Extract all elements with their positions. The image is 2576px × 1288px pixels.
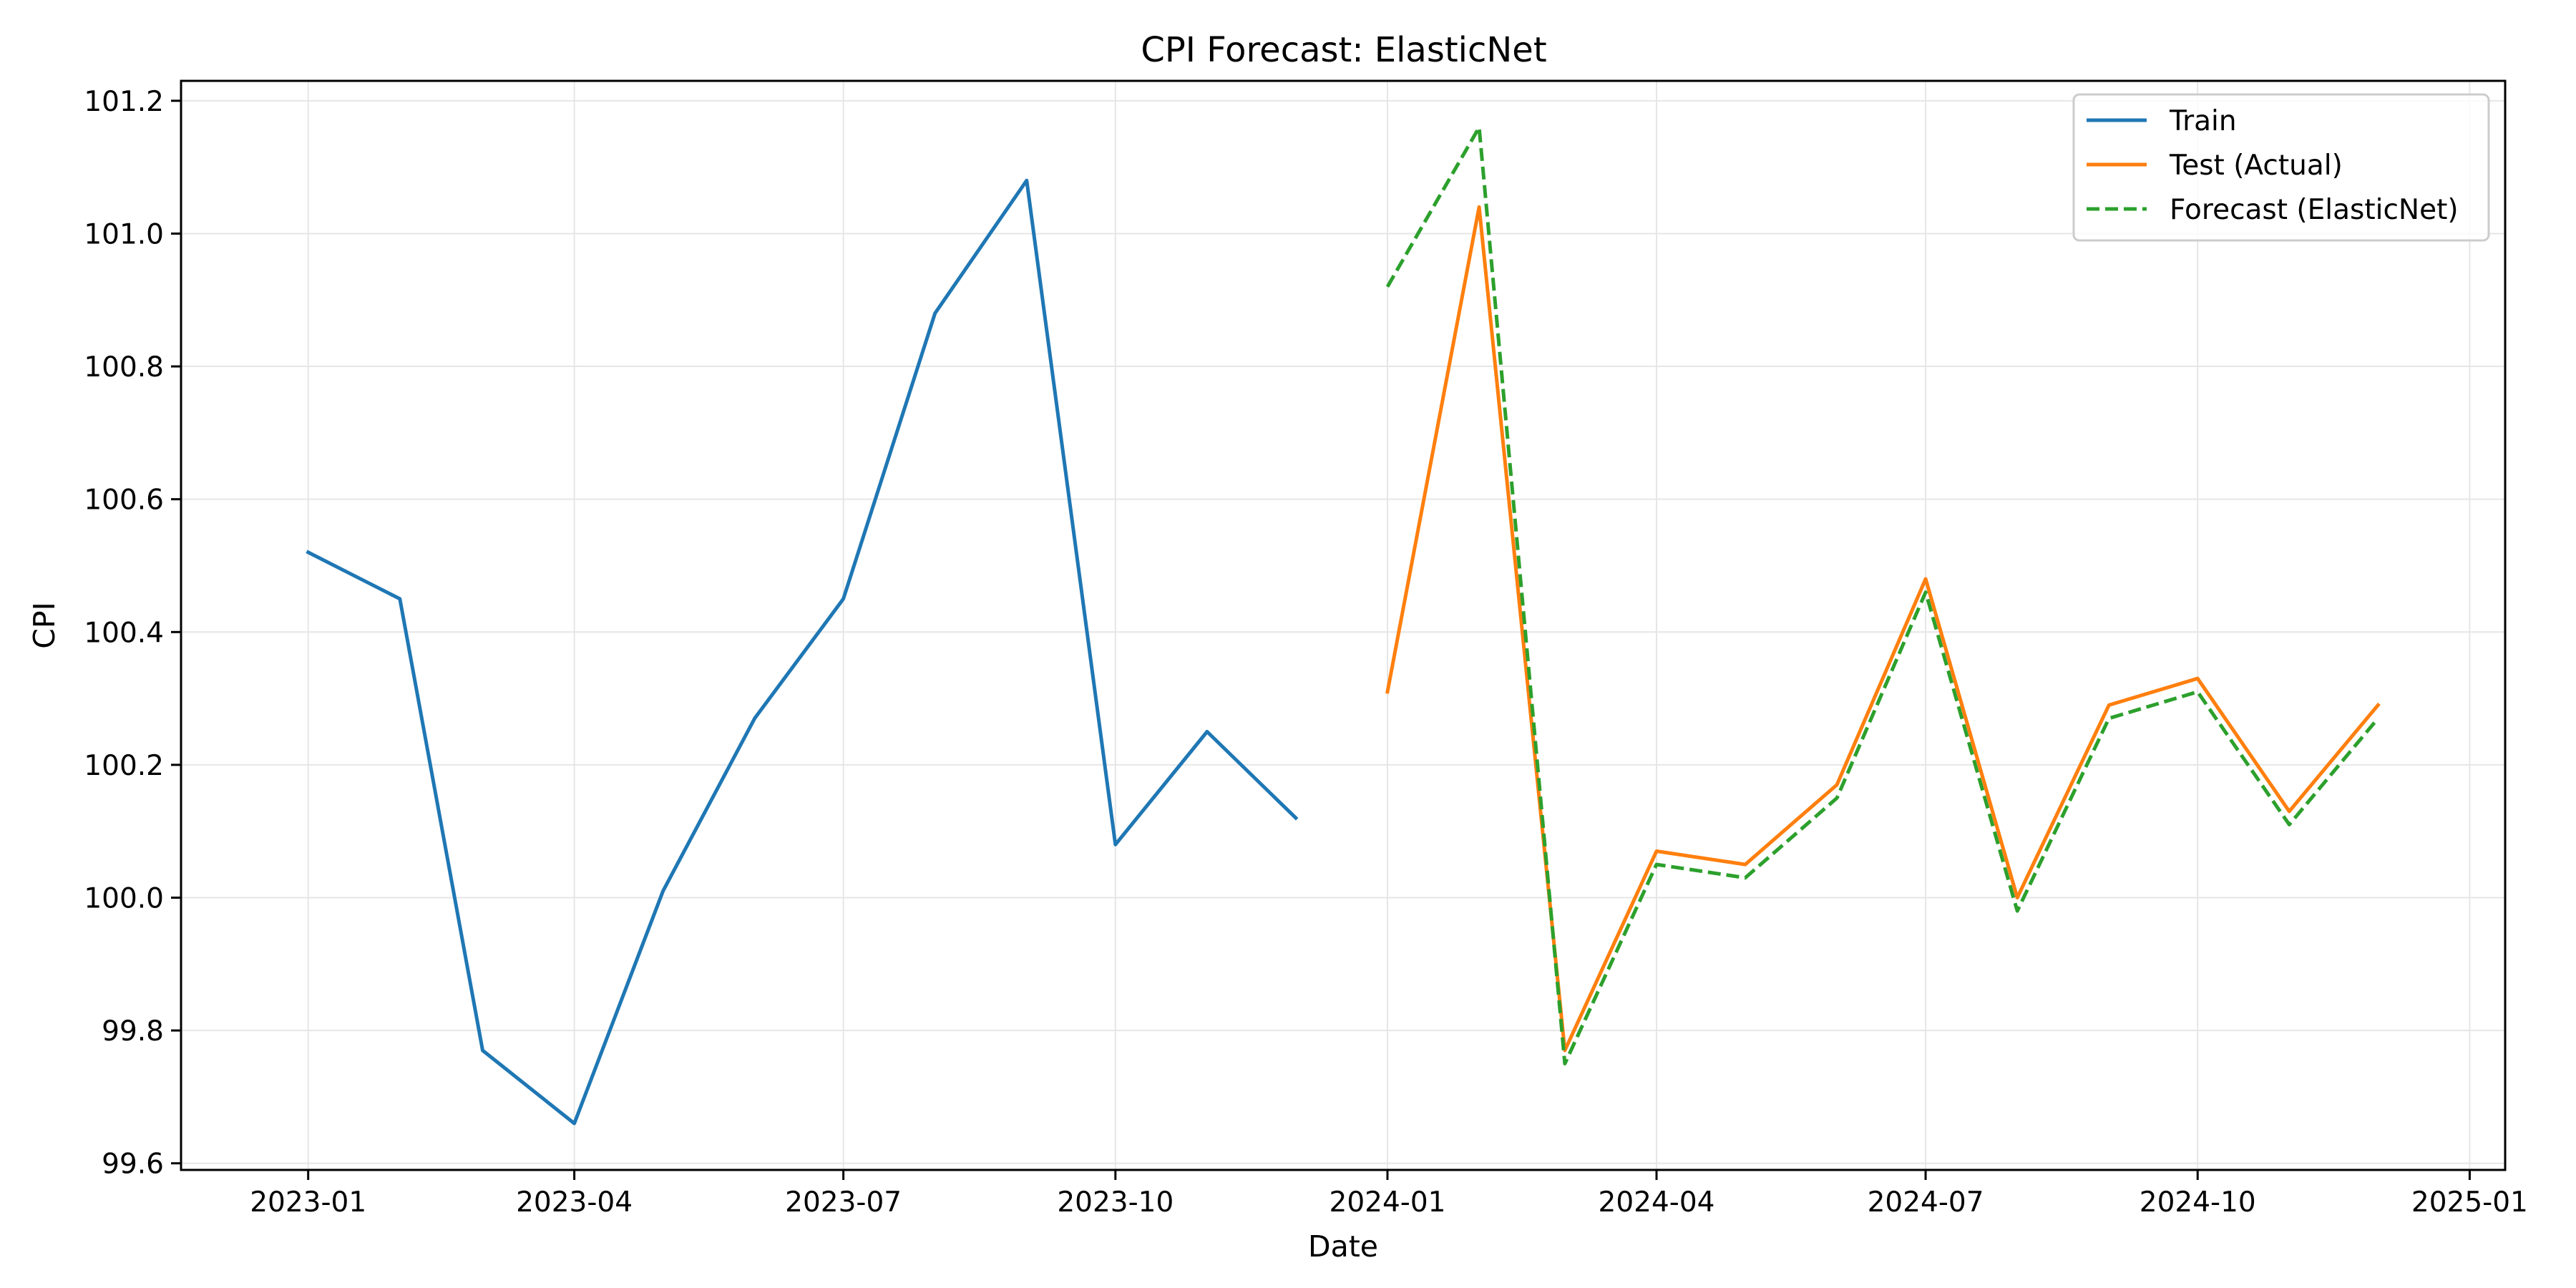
series-line-0 <box>306 178 1299 1126</box>
axis-ticks: 2023-01 2023-04 2023-07 2023-10 2024-01 2024-… <box>84 86 2528 1219</box>
grid <box>181 81 2505 1170</box>
x-tick-label: 2024-01 <box>1330 1186 1446 1219</box>
x-tick-label: 2023-07 <box>785 1186 902 1219</box>
y-tick-label: 100.4 <box>84 617 164 649</box>
x-tick-label: 2023-10 <box>1057 1186 1174 1219</box>
x-axis-label: Date <box>1308 1229 1378 1264</box>
legend-label-0: Train <box>2169 105 2237 137</box>
y-tick-label: 99.8 <box>102 1015 164 1048</box>
series-lines <box>306 125 2381 1126</box>
plot-frame <box>180 79 2507 1171</box>
x-tick-label: 2025-01 <box>2411 1186 2528 1219</box>
legend: Train Test (Actual) Forecast (ElasticNet) <box>2072 93 2490 242</box>
legend-label-2: Forecast (ElasticNet) <box>2170 194 2459 226</box>
chart-title: CPI Forecast: ElasticNet <box>1141 30 1546 70</box>
y-tick-label: 99.6 <box>102 1148 164 1181</box>
x-tick-label: 2024-04 <box>1599 1186 1715 1219</box>
series-line-2 <box>1385 125 2380 1065</box>
legend-box <box>2072 93 2490 242</box>
y-tick-label: 100.6 <box>84 484 164 517</box>
y-tick-label: 100.8 <box>84 351 164 384</box>
x-tick-label: 2024-07 <box>1868 1186 1984 1219</box>
y-tick-label: 100.0 <box>84 883 164 915</box>
legend-label-1: Test (Actual) <box>2169 150 2343 182</box>
y-tick-label: 100.2 <box>84 750 164 782</box>
x-tick-label: 2023-01 <box>250 1186 366 1219</box>
x-tick-label: 2024-10 <box>2140 1186 2256 1219</box>
x-tick-label: 2023-04 <box>516 1186 633 1219</box>
y-axis-label: CPI <box>27 602 62 648</box>
y-tick-label: 101.0 <box>84 218 164 250</box>
y-tick-label: 101.2 <box>84 86 164 118</box>
